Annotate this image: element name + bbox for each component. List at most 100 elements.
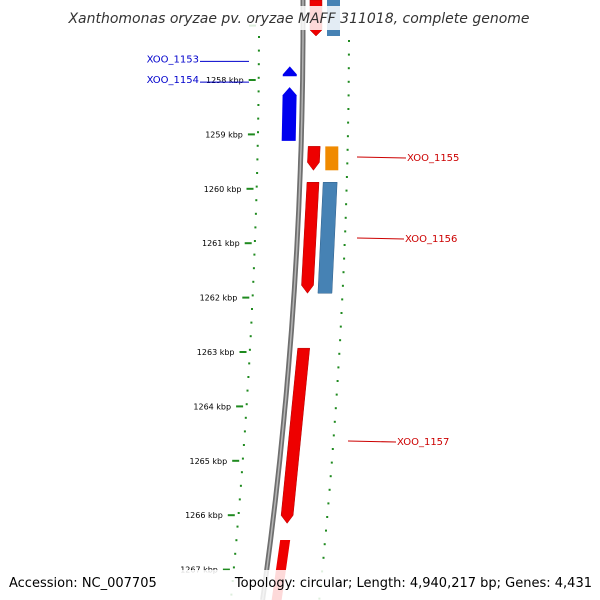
scale-tick-label: 1261 kbp <box>202 239 240 248</box>
scale-tick <box>247 133 255 136</box>
backbone-highlight <box>261 0 304 600</box>
dot-mark <box>326 516 329 518</box>
dot-mark <box>341 298 344 301</box>
dot-mark <box>235 539 238 542</box>
dot-mark <box>240 471 243 474</box>
dot-mark <box>250 321 253 324</box>
dot-mark <box>345 203 348 206</box>
gene-labels: XOO_1153 XOO_1154 XOO_1155 XOO_1156 XOO_1157 <box>147 54 460 448</box>
dot-mark <box>254 212 257 215</box>
dot-mark <box>331 448 334 450</box>
dot-mark <box>234 552 237 555</box>
gene-label-xoo_1153: XOO_1153 <box>147 54 199 65</box>
dot-mark <box>339 339 342 342</box>
dot-mark <box>339 325 342 328</box>
map-title: Xanthomonas oryzae pv. oryzae MAFF 31101… <box>67 11 529 27</box>
dot-mark <box>257 104 260 106</box>
dot-mark <box>241 457 244 460</box>
dot-mark <box>254 226 257 229</box>
dot-mark <box>345 176 348 178</box>
scale-tick-label: 1260 kbp <box>204 185 242 194</box>
dot-mark <box>342 271 345 274</box>
scale-tick <box>232 459 240 462</box>
dot-mark <box>344 230 347 233</box>
dot-mark <box>348 40 350 42</box>
cds-block-xoo_1156 <box>317 182 338 294</box>
dot-mark <box>256 172 259 174</box>
gene-label-xoo_1155: XOO_1155 <box>407 153 459 164</box>
dot-mark <box>244 416 247 419</box>
dot-mark <box>346 135 349 138</box>
dot-mark <box>236 525 239 528</box>
cds-block-xoo_1155 <box>325 146 339 171</box>
label-leader <box>356 156 407 159</box>
dot-mark <box>252 280 255 283</box>
scale-tick-label: 1259 kbp <box>205 130 243 139</box>
dotted-track-guides <box>230 36 350 600</box>
scale-ticks: 1258 kbp 1259 kbp 1260 kbp 1261 kbp 1262 kbp… <box>180 24 256 575</box>
dot-mark <box>248 362 251 365</box>
dot-mark <box>245 403 248 406</box>
dot-mark <box>346 162 349 165</box>
dot-mark <box>344 216 347 219</box>
dot-mark <box>237 512 240 514</box>
dot-mark <box>256 144 259 147</box>
scale-tick-label: 1266 kbp <box>185 511 223 520</box>
dot-mark <box>332 434 335 437</box>
dot-mark <box>327 502 330 505</box>
scale-tick <box>222 568 230 571</box>
dot-mark <box>329 475 332 478</box>
gene-label-xoo_1154: XOO_1154 <box>147 75 199 86</box>
dot-mark <box>257 117 260 120</box>
dot-mark <box>335 393 338 396</box>
label-leader <box>347 440 397 443</box>
genome-backbone <box>260 0 306 600</box>
dot-mark <box>343 244 346 246</box>
dot-mark <box>337 366 340 369</box>
dot-mark <box>255 199 258 202</box>
dot-mark <box>243 430 246 433</box>
dot-mark <box>257 63 260 66</box>
dot-mark <box>347 121 350 124</box>
dot-mark <box>325 529 327 532</box>
topology-text: Topology: circular; Length: 4,940,217 bp… <box>234 576 592 591</box>
dot-mark <box>345 189 348 192</box>
dot-mark <box>346 148 349 151</box>
scale-tick-label: 1263 kbp <box>197 348 235 357</box>
scale-tick <box>244 242 252 245</box>
title-backdrop <box>60 6 540 30</box>
dot-mark <box>347 67 350 70</box>
dot-mark <box>328 488 331 491</box>
gene-arrow-xoo_1153 <box>282 66 297 77</box>
dot-mark <box>347 108 350 110</box>
scale-tick-label: 1264 kbp <box>193 402 231 411</box>
dot-mark <box>238 498 241 501</box>
dot-mark <box>347 94 350 97</box>
dot-mark <box>343 257 346 260</box>
scale-tick <box>242 296 250 299</box>
dot-mark <box>239 484 242 487</box>
dot-mark <box>334 407 337 410</box>
dot-mark <box>347 53 350 56</box>
dot-mark <box>322 556 325 559</box>
dot-mark <box>257 49 260 52</box>
scale-tick-label: 1262 kbp <box>200 294 238 303</box>
label-leader <box>356 237 405 240</box>
dot-mark <box>257 76 260 79</box>
footer-backdrop <box>0 570 600 600</box>
scale-tick-label: 1258 kbp <box>206 76 244 85</box>
gene-features <box>271 0 340 600</box>
dot-mark <box>256 158 259 161</box>
dot-mark <box>248 348 251 351</box>
dot-mark <box>253 253 256 256</box>
dot-mark <box>232 566 235 569</box>
scale-tick <box>236 405 244 408</box>
dot-mark <box>330 461 333 464</box>
dot-mark <box>242 444 245 446</box>
dot-mark <box>338 352 341 355</box>
gene-label-xoo_1156: XOO_1156 <box>405 234 457 245</box>
gene-arrow-xoo_1156 <box>301 182 320 294</box>
dot-mark <box>258 36 260 38</box>
